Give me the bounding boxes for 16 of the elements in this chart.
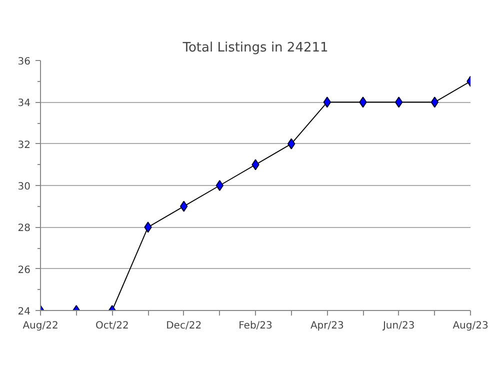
x-tick-label: Apr/23 [310, 320, 344, 332]
y-tick-label: 36 [18, 56, 31, 68]
x-tick-label: Dec/22 [166, 320, 202, 332]
x-tick-label: Oct/22 [95, 320, 129, 332]
y-tick-label: 28 [18, 223, 31, 234]
x-tick-label: Aug/22 [22, 320, 58, 332]
y-tick-label: 26 [18, 264, 31, 276]
y-tick-label: 32 [18, 140, 31, 151]
x-tick-label: Feb/23 [238, 320, 272, 332]
chart-title: Total Listings in 24211 [182, 40, 328, 56]
y-tick-label: 24 [18, 306, 31, 318]
point [216, 180, 224, 191]
x-tick-label: Jun/23 [382, 320, 415, 332]
y-tick-label: 30 [18, 182, 31, 192]
y-tick-label: 34 [18, 98, 31, 110]
x-tick-label: Aug/23 [452, 320, 488, 332]
